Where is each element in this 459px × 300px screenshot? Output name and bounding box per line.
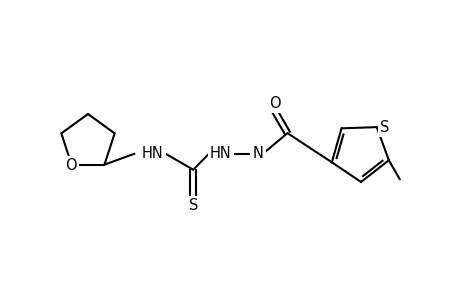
- Text: HN: HN: [141, 146, 163, 161]
- Text: O: O: [268, 96, 280, 111]
- Text: O: O: [65, 158, 76, 173]
- Text: N: N: [252, 146, 263, 161]
- Text: S: S: [188, 198, 197, 213]
- Text: HN: HN: [210, 146, 231, 161]
- Text: S: S: [379, 120, 389, 135]
